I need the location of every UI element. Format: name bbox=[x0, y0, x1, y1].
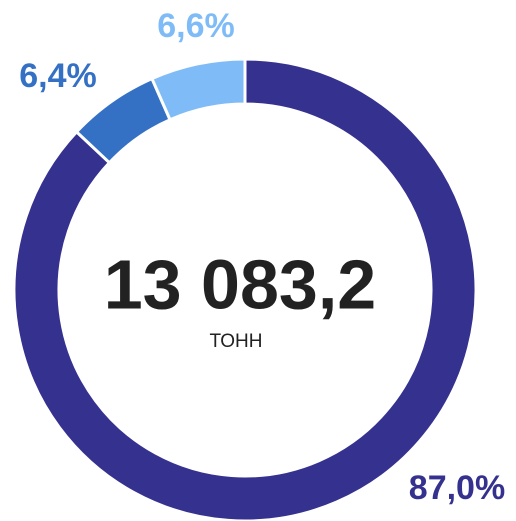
donut-slice bbox=[149, 57, 247, 122]
center-total: 13 083,2 bbox=[104, 245, 376, 323]
value-label: 6,4% bbox=[19, 57, 97, 95]
center-unit: ТОНН bbox=[210, 331, 263, 352]
donut-slice bbox=[12, 57, 478, 521]
value-label: 87,0% bbox=[409, 469, 505, 507]
value-label: 6,6% bbox=[157, 7, 235, 45]
